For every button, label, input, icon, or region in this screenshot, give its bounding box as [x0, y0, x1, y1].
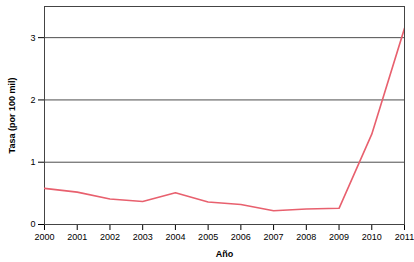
- svg-text:2: 2: [30, 95, 35, 105]
- svg-text:Año: Año: [216, 249, 234, 259]
- svg-text:2005: 2005: [198, 232, 218, 242]
- svg-text:2004: 2004: [165, 232, 185, 242]
- svg-text:0: 0: [30, 219, 35, 229]
- svg-text:2002: 2002: [100, 232, 120, 242]
- svg-text:2000: 2000: [34, 232, 54, 242]
- svg-text:2009: 2009: [329, 232, 349, 242]
- svg-text:2003: 2003: [133, 232, 153, 242]
- svg-text:1: 1: [30, 157, 35, 167]
- svg-text:2011: 2011: [395, 232, 414, 242]
- svg-text:2006: 2006: [231, 232, 251, 242]
- svg-text:2001: 2001: [67, 232, 87, 242]
- svg-text:2010: 2010: [362, 232, 382, 242]
- svg-text:Tasa (por 100 mil): Tasa (por 100 mil): [7, 78, 17, 154]
- svg-text:3: 3: [30, 33, 35, 43]
- svg-text:2007: 2007: [264, 232, 284, 242]
- svg-text:2008: 2008: [296, 232, 316, 242]
